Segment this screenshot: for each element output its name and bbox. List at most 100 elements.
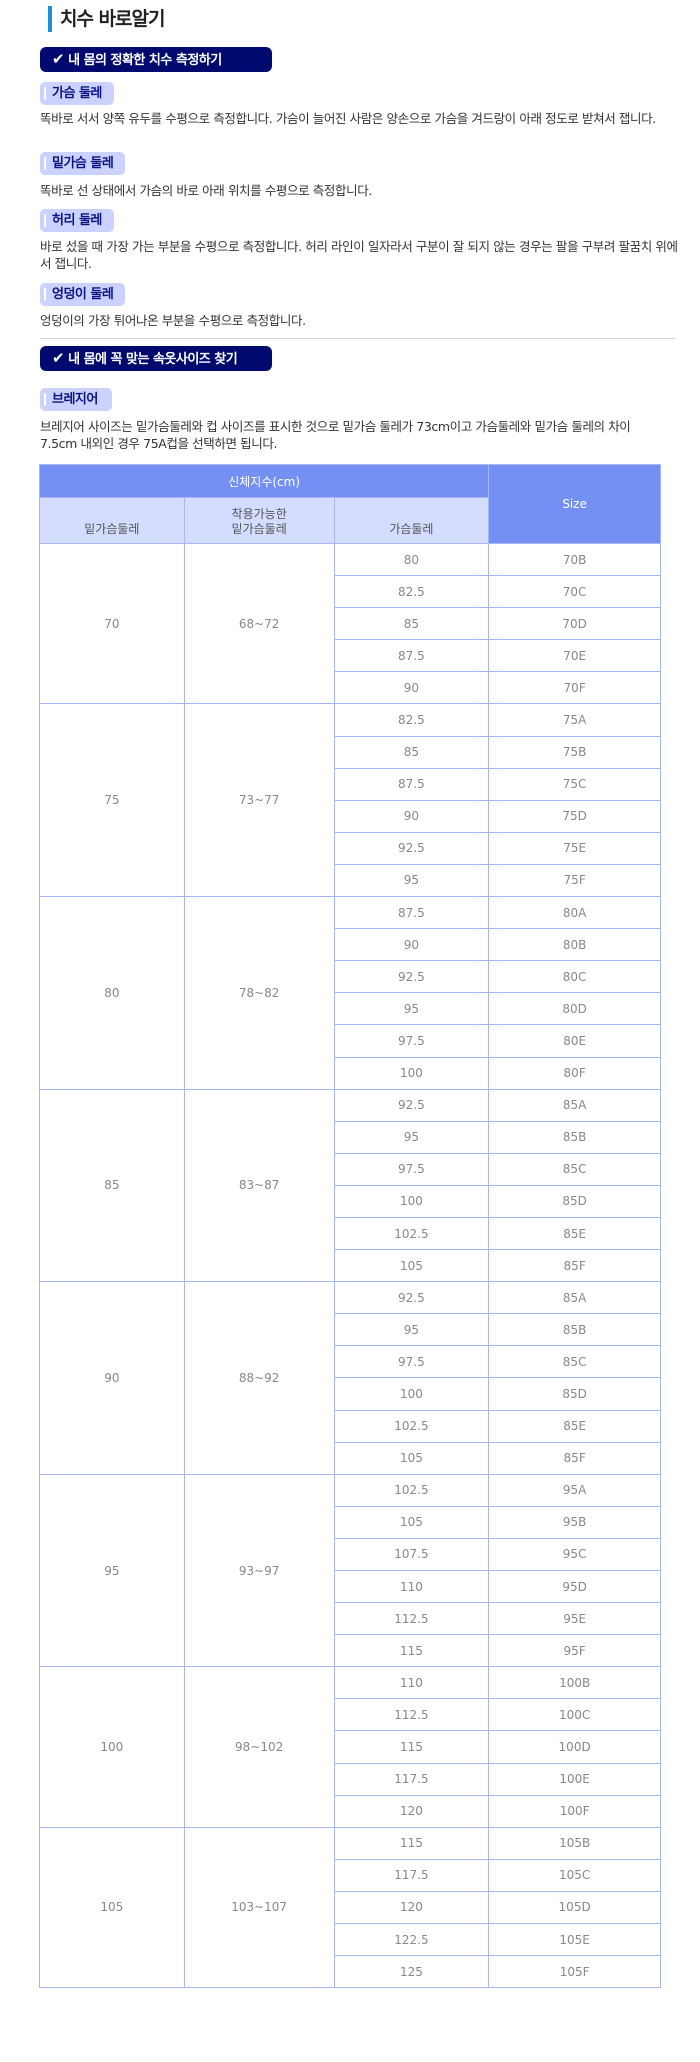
table-row: 75 73~77 82.5 75A [39, 703, 661, 898]
header-range: 착용가능한 밑가슴둘레 [183, 497, 335, 544]
underbust-cell: 95 [39, 1473, 185, 1668]
bust-cell: 92.5 [333, 1281, 490, 1315]
range-cell: 83~87 [183, 1088, 335, 1283]
size-cell: 85F [488, 1249, 661, 1283]
bust-cell: 115 [333, 1634, 490, 1668]
underbust-cell: 105 [39, 1826, 185, 1989]
desc-waist: 바로 섰을 때 가장 가는 부분을 수평으로 측정합니다. 허리 라인이 일자라… [40, 239, 678, 271]
desc-bust: 똑바로 서서 양쪽 유두를 수평으로 측정합니다. 가슴이 늘어진 사람은 양손… [40, 111, 656, 126]
measure-section-button: ✔ 내 몸의 정확한 치수 측정하기 [40, 47, 272, 72]
size-cell: 85F [488, 1441, 661, 1475]
page-title: 치수 바로알기 [48, 6, 165, 32]
bust-cell: 102.5 [333, 1409, 490, 1443]
label-hip: 엉덩이 둘레 [40, 283, 126, 306]
size-cell: 105E [488, 1923, 661, 1957]
size-cell: 70D [488, 607, 661, 641]
size-cell: 100B [488, 1666, 661, 1700]
divider [40, 338, 675, 339]
bust-cell: 97.5 [333, 1152, 490, 1186]
size-cell: 100E [488, 1762, 661, 1796]
size-cell: 85B [488, 1120, 661, 1154]
label-underbust: 밑가슴 둘레 [40, 152, 126, 175]
size-cell: 95B [488, 1505, 661, 1539]
label-bust: 가슴 둘레 [40, 82, 114, 105]
underbust-cell: 90 [39, 1281, 185, 1475]
bust-cell: 100 [333, 1056, 490, 1090]
table-row: 100 85D [40, 1377, 661, 1411]
table-row: 95 85B [40, 1120, 661, 1154]
table-row: 122.5 105E [40, 1923, 661, 1957]
bust-cell: 95 [333, 992, 490, 1026]
size-cell: 100F [488, 1794, 661, 1828]
bust-cell: 107.5 [333, 1537, 490, 1572]
bust-cell: 120 [333, 1890, 490, 1925]
size-section-label: 내 몸에 꼭 맞는 속옷사이즈 찾기 [68, 352, 238, 367]
size-cell: 85C [488, 1152, 661, 1186]
bust-cell: 97.5 [333, 1345, 490, 1379]
size-cell: 75D [488, 799, 661, 833]
size-cell: 80D [488, 992, 661, 1026]
size-cell: 70F [488, 671, 661, 705]
bust-cell: 115 [333, 1826, 490, 1860]
table-row: 125 105F [40, 1955, 661, 1989]
size-cell: 95F [488, 1634, 661, 1668]
desc-hip: 엉덩이의 가장 튀어나온 부분을 수평으로 측정합니다. [40, 313, 306, 328]
bust-cell: 100 [333, 1377, 490, 1411]
bust-cell: 92.5 [333, 960, 490, 994]
table-row: 112.5 95E [40, 1602, 661, 1636]
table-row: 90 80B [40, 928, 661, 962]
bust-cell: 92.5 [333, 1088, 490, 1122]
bust-cell: 87.5 [333, 639, 490, 673]
size-cell: 95D [488, 1569, 661, 1604]
size-cell: 95E [488, 1602, 661, 1636]
header-bust: 가슴둘레 [333, 497, 490, 544]
table-row: 97.5 85C [40, 1152, 661, 1186]
underbust-cell: 75 [39, 703, 185, 898]
underbust-cell: 70 [39, 542, 185, 705]
table-row: 105 85F [40, 1441, 661, 1475]
table-row: 120 105D [40, 1890, 661, 1925]
size-cell: 105F [488, 1955, 661, 1989]
bust-cell: 95 [333, 863, 490, 898]
size-cell: 100C [488, 1698, 661, 1732]
size-cell: 95C [488, 1537, 661, 1572]
bust-cell: 115 [333, 1730, 490, 1764]
bust-cell: 90 [333, 799, 490, 833]
bust-cell: 117.5 [333, 1858, 490, 1892]
bust-cell: 90 [333, 671, 490, 705]
range-cell: 98~102 [183, 1666, 335, 1828]
range-cell: 73~77 [183, 703, 335, 898]
size-cell: 75F [488, 863, 661, 898]
bust-cell: 95 [333, 1313, 490, 1347]
bust-cell: 82.5 [333, 575, 490, 609]
range-cell: 78~82 [183, 896, 335, 1090]
table-row: 85 70D [40, 607, 661, 641]
underbust-cell: 80 [39, 896, 185, 1090]
table-row: 95 80D [40, 992, 661, 1026]
bust-cell: 112.5 [333, 1602, 490, 1636]
size-cell: 85A [488, 1281, 661, 1315]
table-row: 85 75B [40, 735, 661, 769]
size-cell: 80A [488, 896, 661, 930]
size-cell: 85D [488, 1184, 661, 1218]
size-cell: 80F [488, 1056, 661, 1090]
table-row: 95 85B [40, 1313, 661, 1347]
header-size: Size [488, 464, 661, 544]
bust-cell: 90 [333, 928, 490, 962]
table-row: 80 78~82 87.5 80A [39, 896, 661, 1090]
bust-cell: 87.5 [333, 767, 490, 801]
size-table: 신체지수(cm) Size 밑가슴둘레 착용가능한 밑가슴둘레 가슴둘레 70 6… [38, 464, 661, 1989]
size-cell: 85D [488, 1377, 661, 1411]
bust-cell: 97.5 [333, 1024, 490, 1058]
table-row: 90 70F [40, 671, 661, 705]
bust-cell: 105 [333, 1505, 490, 1539]
size-cell: 85B [488, 1313, 661, 1347]
header-underbust: 밑가슴둘레 [39, 497, 185, 544]
table-row: 100 98~102 110 100B [39, 1666, 661, 1828]
header-group: 신체지수(cm) [38, 464, 490, 498]
bust-cell: 105 [333, 1441, 490, 1475]
bust-cell: 122.5 [333, 1923, 490, 1957]
size-cell: 75B [488, 735, 661, 769]
size-cell: 105D [488, 1890, 661, 1925]
size-cell: 95A [488, 1473, 661, 1507]
